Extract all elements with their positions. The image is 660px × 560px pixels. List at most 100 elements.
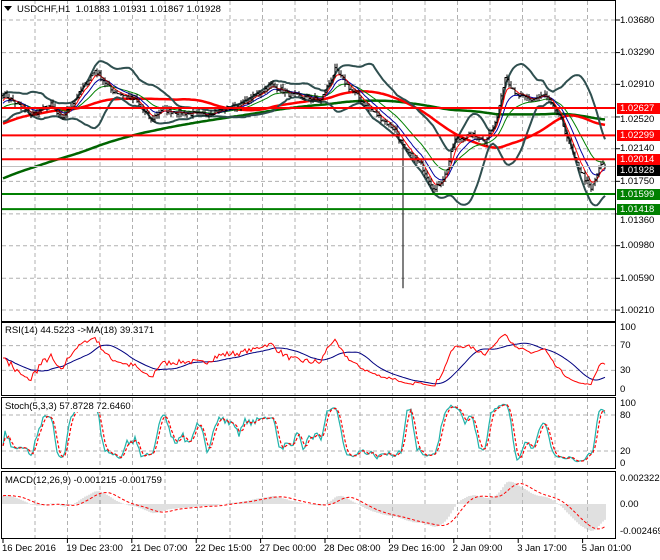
price-bar xyxy=(310,94,312,104)
price-bar xyxy=(186,111,188,118)
price-bar xyxy=(82,82,84,92)
triangle-down-icon[interactable] xyxy=(4,6,12,11)
price-bar xyxy=(216,110,218,113)
price-bar xyxy=(444,171,446,182)
price-bar xyxy=(172,111,174,115)
price-bar xyxy=(108,80,110,87)
price-bar xyxy=(146,108,148,115)
price-bar xyxy=(296,92,298,95)
price-bar xyxy=(84,82,86,88)
time-label: 16 Dec 2016 xyxy=(2,543,56,554)
price-bar xyxy=(382,118,384,122)
price-bar xyxy=(176,111,178,118)
price-bar xyxy=(324,89,326,96)
price-bar xyxy=(158,109,160,119)
price-bar xyxy=(484,139,486,145)
price-bar xyxy=(550,97,552,105)
time-label: 5 Jan 01:00 xyxy=(581,543,632,554)
stochastic-panel[interactable] xyxy=(1,397,616,469)
price-tick-label: 1.00980 xyxy=(620,240,655,252)
price-bar xyxy=(572,143,574,155)
price-bar xyxy=(192,108,194,119)
price-bar xyxy=(326,84,328,93)
price-bar xyxy=(510,81,512,89)
price-bar xyxy=(130,93,132,101)
price-bar xyxy=(264,85,266,94)
price-bar xyxy=(292,92,294,96)
price-bar xyxy=(220,108,222,113)
price-bar xyxy=(102,77,104,85)
stoch-label: Stoch(5,3,3) 57.8728 72.6460 xyxy=(5,401,131,412)
price-bar xyxy=(286,88,288,94)
price-bar xyxy=(166,105,168,116)
price-bar xyxy=(86,81,88,87)
price-bar xyxy=(342,74,344,81)
price-bar xyxy=(60,111,62,119)
price-bar xyxy=(58,110,60,118)
price-bar xyxy=(212,112,214,116)
price-bar xyxy=(502,87,504,100)
time-label: 2 Jan 09:00 xyxy=(452,543,503,554)
price-bar xyxy=(314,93,316,102)
rsi-label: RSI(14) 44.5223 ->MA(18) 39.3171 xyxy=(5,325,155,336)
price-bar xyxy=(242,99,244,106)
price-bar xyxy=(540,91,542,99)
price-bar xyxy=(528,94,530,102)
price-bar xyxy=(134,94,136,100)
price-bar xyxy=(122,93,124,99)
price-bar xyxy=(282,83,284,95)
price-bar xyxy=(34,110,36,116)
stoch-tick-label: 80 xyxy=(620,409,631,421)
price-tick-label: 1.02910 xyxy=(620,78,655,90)
price-bar xyxy=(446,168,448,176)
price-bar xyxy=(202,110,204,116)
price-bar xyxy=(190,110,192,117)
price-bar xyxy=(248,97,250,105)
price-bar xyxy=(300,93,302,99)
price-bar xyxy=(26,108,28,111)
price-tick-label: 1.00210 xyxy=(620,304,655,316)
rsi-panel[interactable] xyxy=(1,322,616,396)
price-bar xyxy=(96,68,98,78)
price-bar xyxy=(590,182,592,192)
price-bar xyxy=(346,80,348,85)
price-bar xyxy=(118,93,120,95)
price-bar xyxy=(74,99,76,108)
price-bar xyxy=(344,74,346,87)
price-tick-label: 1.01750 xyxy=(620,176,655,188)
price-bar xyxy=(64,111,66,120)
price-bar xyxy=(200,111,202,116)
price-bar xyxy=(494,120,496,130)
price-bar xyxy=(266,86,268,93)
price-bar xyxy=(376,108,378,118)
price-bar xyxy=(392,124,394,131)
price-bar xyxy=(512,87,514,90)
price-bar xyxy=(408,149,410,154)
price-bar xyxy=(136,94,138,103)
price-bar xyxy=(128,92,130,100)
price-bar xyxy=(582,172,584,174)
price-bar xyxy=(516,92,518,95)
macd-panel[interactable] xyxy=(1,471,616,539)
price-bar xyxy=(116,90,118,95)
price-bar xyxy=(378,111,380,118)
price-bar xyxy=(420,159,422,165)
price-bar xyxy=(536,94,538,102)
price-bar xyxy=(534,98,536,102)
rsi-line xyxy=(3,333,606,387)
price-bar xyxy=(252,91,254,103)
price-bar xyxy=(322,94,324,101)
price-bar xyxy=(124,95,126,97)
bollinger-lower-band xyxy=(2,96,606,207)
price-tick-label: 1.00590 xyxy=(620,272,655,284)
price-bar xyxy=(138,99,140,107)
price-bar xyxy=(360,95,362,105)
level-price-tag: 1.02627 xyxy=(617,102,660,114)
price-bar xyxy=(394,125,396,133)
main-price-panel[interactable] xyxy=(1,0,616,322)
price-bar xyxy=(404,143,406,149)
price-bar xyxy=(100,70,102,82)
price-bar xyxy=(144,108,146,116)
